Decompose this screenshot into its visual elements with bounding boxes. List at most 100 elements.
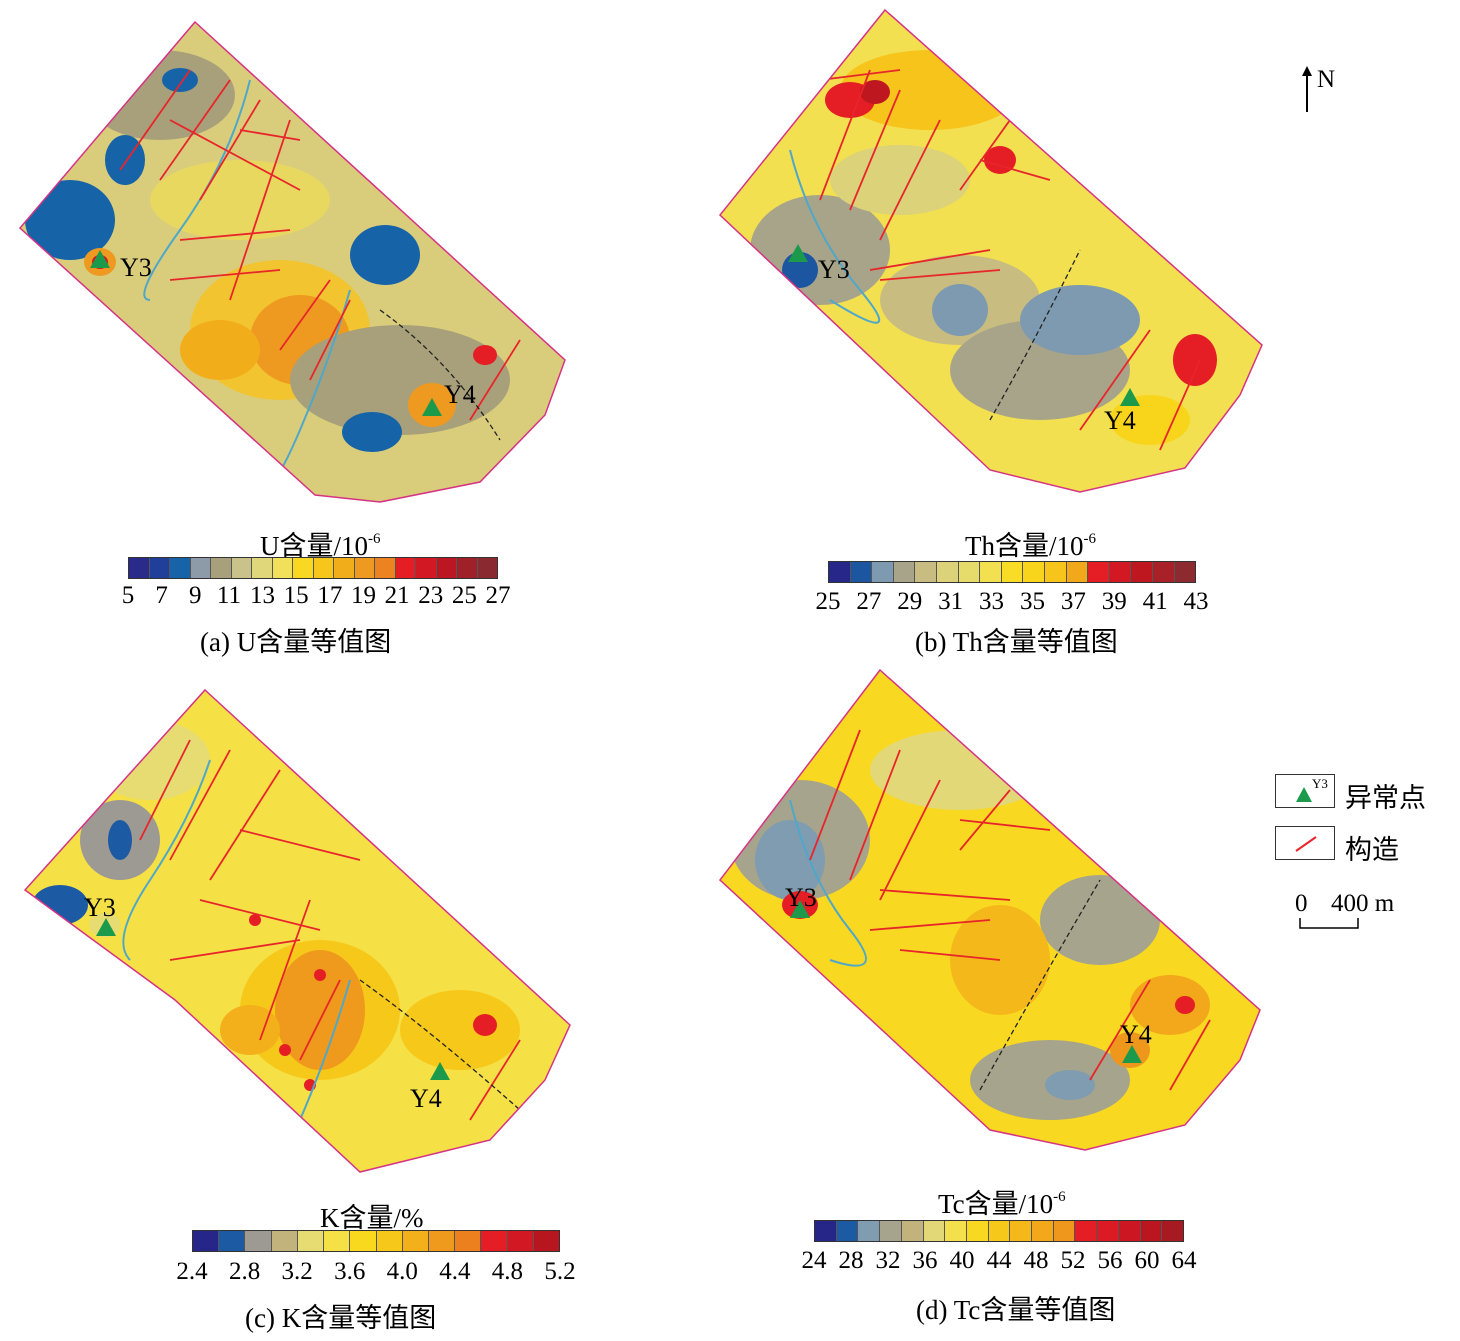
colorbar-tick-label: 41 bbox=[1142, 588, 1168, 615]
legend-title-th: Th含量/10-6 bbox=[965, 531, 1096, 561]
colorbar-tick-label: 3.6 bbox=[334, 1258, 366, 1285]
colorbar-swatch bbox=[1131, 562, 1153, 582]
colorbar-swatch bbox=[1010, 1221, 1033, 1241]
colorbar-swatch bbox=[481, 1231, 508, 1251]
colorbar-swatch bbox=[293, 558, 314, 578]
colorbar-swatch bbox=[958, 562, 981, 582]
colorbar-swatch bbox=[219, 1231, 246, 1251]
legend-title-tc: Tc含量/10-6 bbox=[938, 1189, 1066, 1219]
colorbar-swatch bbox=[149, 558, 170, 578]
colorbar-tick-label: 56 bbox=[1097, 1247, 1123, 1274]
scale-zero: 0 bbox=[1295, 890, 1308, 917]
legend-title-u: U含量/10-6 bbox=[260, 531, 381, 561]
colorbar-swatch bbox=[850, 562, 873, 582]
colorbar-tick-label: 13 bbox=[250, 582, 276, 609]
colorbar-swatch bbox=[915, 562, 937, 582]
colorbar-swatch bbox=[1109, 562, 1132, 582]
colorbar-swatch bbox=[1152, 562, 1175, 582]
caption-d: (d) Tc含量等值图 bbox=[916, 1295, 1116, 1325]
anomaly-point-marker bbox=[1120, 388, 1140, 406]
colorbar-swatch bbox=[1032, 1221, 1054, 1241]
colorbar-tick-label: 31 bbox=[938, 588, 964, 615]
colorbar-k bbox=[192, 1230, 560, 1252]
legend-anomaly-label: 异常点 bbox=[1345, 783, 1426, 813]
caption-b: (b) Th含量等值图 bbox=[915, 627, 1118, 657]
colorbar-swatch bbox=[1075, 1221, 1098, 1241]
colorbar-swatch bbox=[375, 558, 396, 578]
colorbar-tick-label: 33 bbox=[979, 588, 1005, 615]
colorbar-tick-label: 2.4 bbox=[176, 1258, 208, 1285]
colorbar-tick-label: 27 bbox=[856, 588, 882, 615]
colorbar-ticks-u: 5 7 9 11 13 15 17 19 21 23 25 27 bbox=[122, 582, 511, 612]
colorbar-tc bbox=[814, 1220, 1184, 1242]
colorbar-swatch bbox=[893, 562, 916, 582]
colorbar-swatch bbox=[271, 1231, 298, 1251]
colorbar-tick-label: 15 bbox=[283, 582, 309, 609]
colorbar-swatch bbox=[428, 1231, 456, 1251]
colorbar-swatch bbox=[190, 558, 211, 578]
colorbar-swatch bbox=[1097, 1221, 1119, 1241]
anomaly-label-y3: Y3 bbox=[84, 893, 116, 922]
anomaly-point-marker bbox=[790, 900, 810, 918]
legend-anomaly-symbol: Y3 bbox=[1275, 774, 1335, 808]
colorbar-swatch bbox=[457, 558, 478, 578]
colorbar-swatch bbox=[1066, 562, 1089, 582]
colorbar-swatch bbox=[252, 558, 273, 578]
colorbar-swatch bbox=[416, 558, 437, 578]
colorbar-tick-label: 7 bbox=[155, 582, 168, 609]
anomaly-point-marker bbox=[96, 918, 116, 936]
colorbar-swatch bbox=[815, 1221, 837, 1241]
anomaly-point-marker bbox=[1122, 1045, 1142, 1063]
north-arrow-icon bbox=[1302, 66, 1312, 112]
colorbar-swatch bbox=[395, 558, 416, 578]
scale-bar: 0 400 m bbox=[1295, 890, 1394, 929]
u-content-map bbox=[18, 20, 566, 503]
colorbar-swatch bbox=[1023, 562, 1045, 582]
colorbar-swatch bbox=[272, 558, 293, 578]
colorbar-ticks-k: 2.4 2.8 3.2 3.6 4.0 4.4 4.8 5.2 bbox=[176, 1258, 575, 1288]
colorbar-swatch bbox=[334, 558, 355, 578]
scale-distance: 400 m bbox=[1331, 890, 1395, 917]
colorbar-ticks-th: 25 27 29 31 33 35 37 39 41 43 bbox=[816, 588, 1209, 618]
legend-structure-label: 构造 bbox=[1345, 835, 1399, 865]
anomaly-label-y4: Y4 bbox=[410, 1084, 442, 1113]
colorbar-th bbox=[828, 561, 1196, 583]
colorbar-tick-label: 44 bbox=[986, 1247, 1012, 1274]
colorbar-tick-label: 11 bbox=[216, 582, 241, 609]
legend-title-k: K含量/% bbox=[320, 1203, 424, 1233]
anomaly-point-marker bbox=[90, 250, 110, 268]
colorbar-tick-label: 29 bbox=[897, 588, 923, 615]
structure-line-icon bbox=[1295, 836, 1317, 852]
colorbar-swatch bbox=[376, 1231, 403, 1251]
colorbar-swatch bbox=[324, 1231, 351, 1251]
colorbar-swatch bbox=[923, 1221, 946, 1241]
colorbar-tick-label: 5 bbox=[121, 582, 135, 609]
colorbar-tick-label: 25 bbox=[815, 588, 841, 615]
anomaly-label-y4: Y4 bbox=[1120, 1020, 1152, 1049]
colorbar-swatch bbox=[455, 1231, 482, 1251]
colorbar-swatch bbox=[170, 558, 191, 578]
colorbar-swatch bbox=[402, 1231, 429, 1251]
colorbar-tick-label: 37 bbox=[1060, 588, 1086, 615]
colorbar-tick-label: 17 bbox=[317, 582, 343, 609]
colorbar-swatch bbox=[880, 1221, 902, 1241]
colorbar-tick-label: 25 bbox=[451, 582, 477, 609]
colorbar-swatch bbox=[836, 1221, 859, 1241]
colorbar-swatch bbox=[980, 562, 1002, 582]
anomaly-point-marker bbox=[430, 1062, 450, 1080]
colorbar-tick-label: 60 bbox=[1134, 1247, 1160, 1274]
colorbar-swatch bbox=[1140, 1221, 1163, 1241]
anomaly-triangle-icon bbox=[1296, 787, 1312, 802]
colorbar-swatch bbox=[245, 1231, 272, 1251]
colorbar-swatch bbox=[1118, 1221, 1141, 1241]
colorbar-swatch bbox=[1044, 562, 1067, 582]
colorbar-swatch bbox=[436, 558, 457, 578]
colorbar-tick-label: 39 bbox=[1101, 588, 1127, 615]
colorbar-swatch bbox=[901, 1221, 924, 1241]
colorbar-swatch bbox=[533, 1231, 560, 1251]
colorbar-swatch bbox=[1088, 562, 1110, 582]
colorbar-tick-label: 64 bbox=[1171, 1247, 1197, 1274]
colorbar-swatch bbox=[858, 1221, 881, 1241]
colorbar-tick-label: 9 bbox=[189, 582, 202, 609]
colorbar-tick-label: 2.8 bbox=[228, 1258, 261, 1285]
